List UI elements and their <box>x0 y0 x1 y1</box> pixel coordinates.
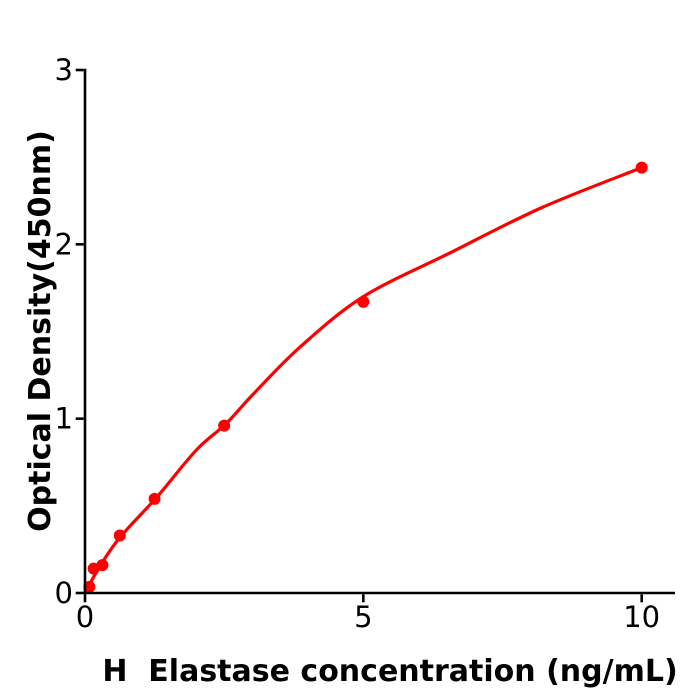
y-tick-label: 3 <box>55 53 73 87</box>
y-axis-label: Optical Density(450nm) <box>23 130 58 532</box>
x-tick-label: 10 <box>623 600 660 634</box>
axes-layer: 0 5 10 0 1 2 3 <box>55 53 675 634</box>
y-tick-label: 1 <box>55 402 73 436</box>
data-layer <box>83 161 648 595</box>
data-point-marker <box>113 529 126 542</box>
data-point-marker <box>635 161 648 174</box>
data-point-marker <box>357 295 370 308</box>
data-point-marker <box>218 419 231 432</box>
x-tick-label: 0 <box>76 600 94 634</box>
data-point-marker <box>96 559 109 572</box>
data-point-marker <box>83 580 96 593</box>
x-axis-label: H Elastase concentration (ng/mL) <box>102 654 677 689</box>
y-tick-label: 2 <box>55 227 73 261</box>
data-point-marker <box>148 492 161 505</box>
x-tick-label: 5 <box>354 600 372 634</box>
fitted-curve-line <box>83 166 644 595</box>
y-tick-label: 0 <box>55 576 73 610</box>
